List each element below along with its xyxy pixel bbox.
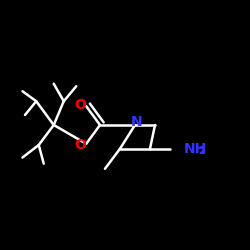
Text: O: O: [74, 138, 86, 152]
Text: NH: NH: [184, 142, 207, 156]
Text: 2: 2: [198, 146, 205, 156]
Text: O: O: [74, 98, 86, 112]
Text: N: N: [130, 116, 142, 130]
